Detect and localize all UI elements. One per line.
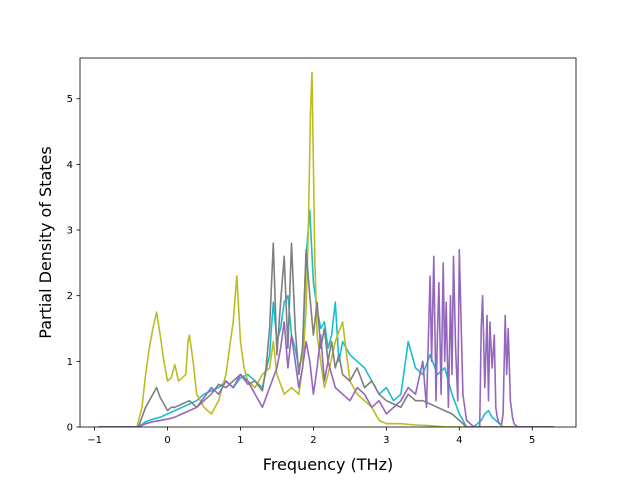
- x-tick-label: 0: [164, 435, 170, 446]
- y-tick-label: 3: [67, 226, 73, 237]
- x-tick-label: 5: [529, 435, 535, 446]
- y-tick-label: 1: [67, 357, 73, 368]
- x-tick-label: 4: [456, 435, 462, 446]
- x-axis: −1 0 1 2 3 4 5: [87, 427, 535, 446]
- x-axis-label: Frequency (THz): [263, 455, 393, 474]
- series-layer: [98, 71, 555, 427]
- y-tick-label: 5: [67, 94, 73, 105]
- plot-frame: [79, 57, 577, 428]
- y-axis-label: Partial Density of States: [36, 146, 55, 338]
- y-axis: 0 1 2 3 4 5: [67, 94, 80, 434]
- y-tick-label: 2: [67, 291, 73, 302]
- series-line-4: [98, 248, 555, 427]
- x-tick-label: 1: [237, 435, 243, 446]
- x-tick-label: 3: [383, 435, 389, 446]
- y-tick-label: 0: [67, 423, 73, 434]
- x-tick-label: −1: [87, 435, 102, 446]
- y-tick-label: 4: [67, 160, 73, 171]
- x-tick-label: 2: [310, 435, 316, 446]
- series-line-1: [98, 209, 555, 427]
- series-line-3: [98, 242, 555, 427]
